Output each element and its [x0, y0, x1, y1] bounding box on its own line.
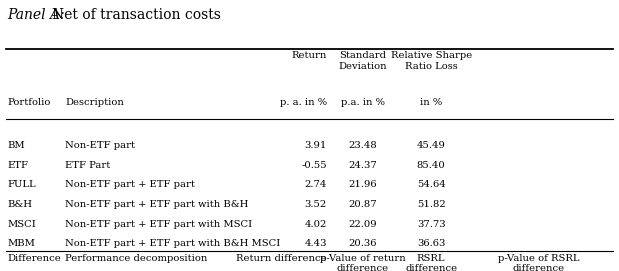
Text: Non-ETF part + ETF part with MSCI: Non-ETF part + ETF part with MSCI — [65, 220, 252, 228]
Text: 37.73: 37.73 — [417, 220, 446, 228]
Text: 21.96: 21.96 — [348, 180, 378, 189]
Text: Portfolio: Portfolio — [7, 98, 51, 107]
Text: 22.09: 22.09 — [348, 220, 378, 228]
Text: ETF: ETF — [7, 161, 28, 170]
Text: Performance decomposition: Performance decomposition — [65, 254, 207, 263]
Text: BM: BM — [7, 141, 25, 150]
Text: Non-ETF part + ETF part with B&H: Non-ETF part + ETF part with B&H — [65, 200, 248, 209]
Text: p-Value of return
difference: p-Value of return difference — [320, 254, 406, 271]
Text: Non-ETF part: Non-ETF part — [65, 141, 135, 150]
Text: 51.82: 51.82 — [417, 200, 446, 209]
Text: p-Value of RSRL
difference: p-Value of RSRL difference — [498, 254, 579, 271]
Text: MBM: MBM — [7, 239, 35, 248]
Text: RSRL
difference: RSRL difference — [405, 254, 457, 271]
Text: 20.87: 20.87 — [348, 200, 378, 209]
Text: Non-ETF part + ETF part with B&H MSCI: Non-ETF part + ETF part with B&H MSCI — [65, 239, 280, 248]
Text: 3.52: 3.52 — [305, 200, 327, 209]
Text: p.a. in %: p.a. in % — [341, 98, 385, 107]
Text: Standard
Deviation: Standard Deviation — [339, 51, 387, 71]
Text: Panel A:: Panel A: — [7, 8, 69, 22]
Text: Relative Sharpe
Ratio Loss: Relative Sharpe Ratio Loss — [391, 51, 472, 71]
Text: in %: in % — [420, 98, 442, 107]
Text: 54.64: 54.64 — [417, 180, 446, 189]
Text: 85.40: 85.40 — [417, 161, 446, 170]
Text: Return difference: Return difference — [236, 254, 327, 263]
Text: B&H: B&H — [7, 200, 32, 209]
Text: Return: Return — [292, 51, 327, 60]
Text: 23.48: 23.48 — [348, 141, 378, 150]
Text: 3.91: 3.91 — [305, 141, 327, 150]
Text: Non-ETF part + ETF part: Non-ETF part + ETF part — [65, 180, 195, 189]
Text: p. a. in %: p. a. in % — [280, 98, 327, 107]
Text: 4.43: 4.43 — [305, 239, 327, 248]
Text: Description: Description — [65, 98, 124, 107]
Text: 4.02: 4.02 — [305, 220, 327, 228]
Text: ETF Part: ETF Part — [65, 161, 110, 170]
Text: 36.63: 36.63 — [417, 239, 445, 248]
Text: 20.36: 20.36 — [348, 239, 378, 248]
Text: 2.74: 2.74 — [305, 180, 327, 189]
Text: 24.37: 24.37 — [348, 161, 378, 170]
Text: MSCI: MSCI — [7, 220, 36, 228]
Text: Net of transaction costs: Net of transaction costs — [52, 8, 221, 22]
Text: Difference: Difference — [7, 254, 61, 263]
Text: 45.49: 45.49 — [417, 141, 446, 150]
Text: -0.55: -0.55 — [301, 161, 327, 170]
Text: FULL: FULL — [7, 180, 36, 189]
